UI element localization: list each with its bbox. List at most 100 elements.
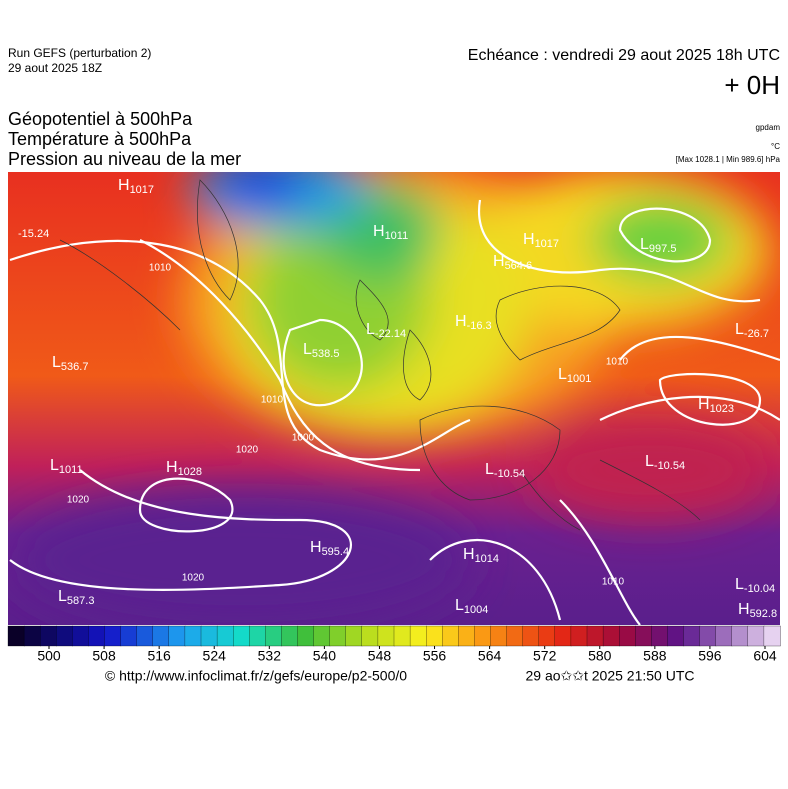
pressure-center: L1011 [50,457,83,476]
pressure-center: L538.5 [303,341,339,360]
center-letter: H [463,546,475,563]
colorbar-swatch [570,625,588,647]
center-value: 536.7 [61,361,89,373]
pressure-center: L-10.54 [645,453,685,472]
colorbar-tick-label: 564 [478,648,502,664]
center-value: 538.5 [312,348,340,360]
center-value: 1017 [535,238,559,250]
colorbar-swatch [329,625,347,647]
colorbar-swatch [667,625,685,647]
center-letter: L [50,457,59,474]
center-value: 1014 [475,553,499,565]
center-letter: L [485,461,494,478]
isobar-label: 1010 [261,395,284,406]
center-letter: L [455,597,464,614]
center-value: -16.3 [467,320,492,332]
colorbar-swatch [506,625,524,647]
center-value: -22.14 [375,328,406,340]
center-value: 1011 [385,230,409,242]
pressure-center: L-10.04 [735,576,775,595]
colorbar-swatch [699,625,717,647]
colorbar-swatch [522,625,540,647]
fields [10,172,770,625]
colorbar-swatch [88,625,106,647]
pressure-center: L997.5 [640,236,676,255]
center-value: -15.24 [18,228,49,240]
center-letter: H [118,177,130,194]
center-letter: L [735,321,744,338]
center-value: 564.6 [505,260,533,272]
run-date: 29 aout 2025 18Z [8,61,102,75]
isobar-label: 1020 [236,445,259,456]
colorbar-tick-label: 604 [753,648,777,664]
colorbar-tick-label: 524 [203,648,227,664]
center-letter: H [455,313,467,330]
center-value: -10.54 [494,468,525,480]
colorbar-swatch [490,625,508,647]
colorbar-swatch [136,625,154,647]
pressure-center: H-16.3 [455,313,492,332]
colorbar-swatch [458,625,476,647]
colorbar: 500 508 516 524 532 540 548 556 564 572 580 588 596 6… [7,625,781,664]
pressure-center: H1017 [523,231,559,250]
colorbar-swatch [361,625,379,647]
center-value: 1011 [59,464,83,476]
colorbar-swatch [763,625,781,647]
source: © http://www.infoclimat.fr/z/gefs/europe… [105,668,407,684]
pressure-center: -15.24 [18,228,49,240]
center-letter: L [645,453,654,470]
center-value: 1028 [178,466,202,478]
pressure-range: [Max 1028.1 | Min 989.6] hPa [676,155,781,164]
center-letter: L [366,321,375,338]
colorbar-swatch [152,625,170,647]
isobar-label: 1020 [182,573,205,584]
run: Run GEFS (perturbation 2) [8,46,151,60]
pressure-center: H595.4 [310,539,349,558]
colorbar-tick-label: 548 [368,648,392,664]
echeance: Echéance : vendredi 29 aout 2025 18h UTC [468,47,780,64]
center-letter: L [640,236,649,253]
colorbar-swatch [120,625,138,647]
center-letter: H [166,459,178,476]
colorbar-swatch [233,625,250,647]
isobar-label: 1000 [292,433,315,444]
center-letter: L [303,341,312,358]
colorbar-swatch [23,625,41,647]
pressure-center: H592.8 [738,601,777,620]
pressure-center: H1023 [698,396,734,415]
pressure-center: L-10.54 [485,461,525,480]
colorbar-swatch [683,625,701,647]
center-letter: L [735,576,744,593]
center-value: 1001 [567,373,591,385]
isobar-label: 1010 [149,263,172,274]
colorbar-swatch [168,625,186,647]
pressure-center: L587.3 [58,588,94,607]
pressure-center: L536.7 [52,354,88,373]
colorbar-tick-label: 572 [533,648,557,664]
center-letter: L [558,366,567,383]
colorbar-tick-label: 540 [313,648,337,664]
center-value: 587.3 [67,595,95,607]
colorbar-tick-label: 532 [258,648,282,664]
center-letter: H [310,539,322,556]
colorbar-swatch [313,625,331,647]
pressure-center: H564.6 [493,253,532,272]
pressure-center: H1011 [373,223,408,242]
colorbar-tick-label: 508 [92,648,116,664]
center-value: 1017 [130,184,154,196]
colorbar-swatch [651,625,669,647]
colorbar-swatch [281,625,299,647]
colorbar-swatch [104,625,122,647]
colorbar-swatch [40,625,57,647]
colorbar-swatch [184,625,202,647]
center-value: 1023 [710,403,734,415]
pressure-center: H1014 [463,546,499,565]
colorbar-swatch [265,625,283,647]
center-letter: L [52,354,61,371]
pressure-center: H1017 [118,177,154,196]
colorbar-tick-label: 556 [423,648,447,664]
colorbar-swatch [56,625,73,647]
colorbar-swatch [393,625,411,647]
